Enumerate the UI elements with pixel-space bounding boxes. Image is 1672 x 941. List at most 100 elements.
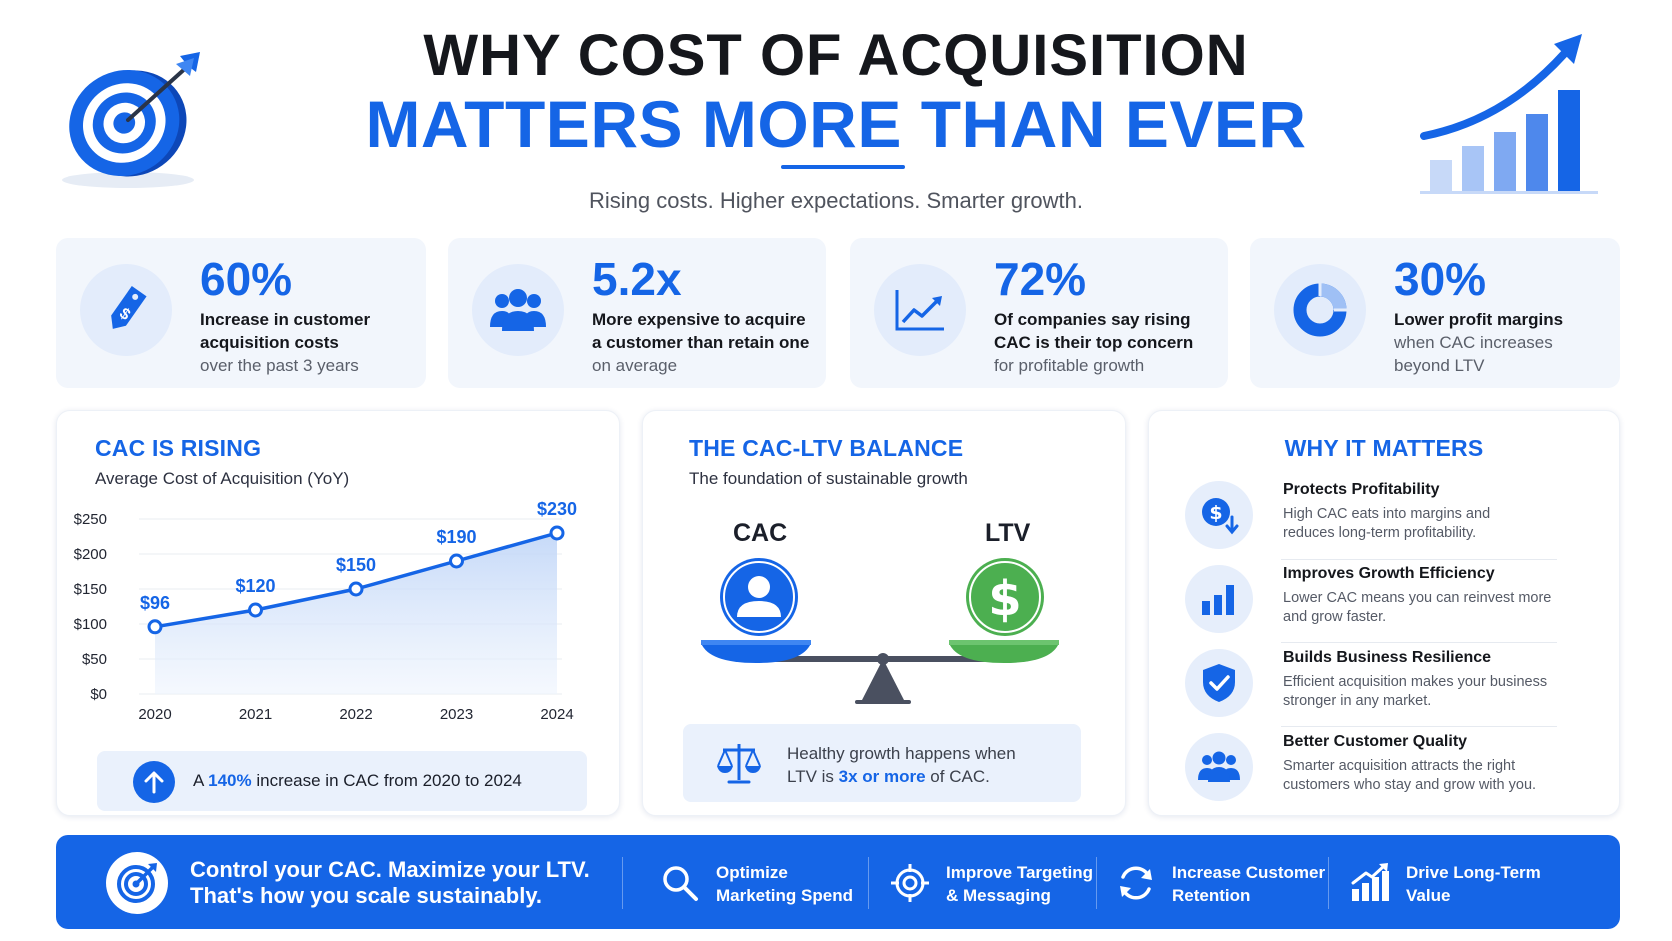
trend-chart-icon — [874, 264, 966, 356]
banner-item-text: Optimize Marketing Spend — [716, 861, 853, 907]
why-desc-line: stronger in any market. — [1283, 693, 1432, 709]
banner-item-line: Value — [1406, 886, 1451, 905]
why-desc-line: reduces long-term profitability. — [1283, 525, 1477, 541]
stat-card-cac-increase: $ 60% Increase in customer acquisition c… — [56, 238, 426, 388]
arrow-up-icon — [133, 761, 175, 803]
stat-card-top-concern: 72% Of companies say rising CAC is their… — [850, 238, 1228, 388]
why-item-title: Builds Business Resilience — [1283, 649, 1492, 666]
balance-scale-illustration: $ — [701, 558, 1059, 704]
x-tick-label: 2023 — [440, 706, 473, 723]
cac-line-chart: $0 $50 $100 $150 $200 $250 $96 2020 $120 2021 $15… — [74, 499, 577, 723]
banner-tagline: Control your CAC. Maximize your LTV. Tha… — [190, 857, 590, 909]
banner-item-line: Marketing Spend — [716, 886, 853, 905]
callout-text: A 140% increase in CAC from 2020 to 2024 — [193, 771, 522, 791]
stat-note: beyond LTV — [1394, 356, 1485, 375]
cac-label: CAC — [733, 519, 788, 547]
why-desc-line: customers who stay and grow with you. — [1283, 777, 1537, 793]
bottom-banner: Control your CAC. Maximize your LTV. Tha… — [56, 835, 1620, 929]
stat-value: 30% — [1394, 253, 1487, 305]
stat-label: More expensive to acquire — [592, 310, 806, 329]
panel-title: WHY IT MATTERS — [1284, 435, 1484, 461]
title-line-2: MATTERS MORE THAN EVER — [365, 87, 1307, 161]
why-item-customer-quality: Better Customer Quality Smarter acquisit… — [1185, 729, 1557, 807]
why-item-title: Better Customer Quality — [1283, 733, 1468, 750]
target-arrow-icon — [58, 44, 208, 194]
callout-suffix: increase in CAC from 2020 to 2024 — [251, 771, 522, 790]
stat-label: Lower profit margins — [1394, 310, 1564, 329]
banner-item-line: Improve Targeting — [946, 863, 1094, 882]
why-item-desc: Lower CAC means you can reinvest more an… — [1283, 589, 1551, 627]
y-tick-label: $0 — [90, 686, 107, 703]
why-desc-line: Smarter acquisition attracts the right — [1283, 758, 1516, 774]
cac-increase-callout: A 140% increase in CAC from 2020 to 2024 — [97, 751, 587, 811]
why-desc-line: High CAC eats into margins and — [1283, 506, 1491, 522]
panel-title: THE CAC-LTV BALANCE — [689, 435, 964, 461]
stat-note: for profitable growth — [994, 356, 1145, 375]
panel-subtitle: The foundation of sustainable growth — [689, 469, 968, 488]
why-item-growth-efficiency: Improves Growth Efficiency Lower CAC mea… — [1185, 561, 1557, 639]
chart-data-label: $120 — [235, 576, 275, 596]
why-item-desc: Smarter acquisition attracts the right c… — [1283, 757, 1536, 795]
banner-line-1: Control your CAC. Maximize your LTV. — [190, 857, 590, 882]
banner-divider — [868, 857, 869, 909]
x-tick-label: 2021 — [239, 706, 272, 723]
title-line-1: WHY COST OF ACQUISITION — [423, 23, 1249, 88]
callout-prefix: A — [193, 771, 209, 790]
divider — [1281, 642, 1557, 643]
why-item-title: Improves Growth Efficiency — [1283, 565, 1495, 582]
banner-item-targeting: Improve Targeting & Messaging — [890, 859, 1100, 909]
search-icon — [660, 863, 700, 903]
why-item-title: Protects Profitability — [1283, 481, 1440, 498]
note-prefix: LTV is — [787, 767, 839, 786]
stat-label: CAC is their top concern — [994, 333, 1194, 352]
chart-point — [449, 553, 464, 569]
y-tick-label: $150 — [74, 581, 107, 598]
price-tag-icon: $ — [80, 264, 172, 356]
target-icon — [106, 852, 168, 914]
y-tick-label: $200 — [74, 546, 107, 563]
banner-item-optimize: Optimize Marketing Spend — [660, 859, 860, 909]
chart-area-fill — [155, 533, 557, 694]
chart-point — [248, 602, 263, 618]
banner-item-text: Drive Long-Term Value — [1406, 861, 1541, 907]
title-underline — [781, 165, 905, 169]
note-line-1: Healthy growth happens when — [787, 744, 1016, 763]
why-desc-line: and grow faster. — [1283, 609, 1387, 625]
banner-item-line: Retention — [1172, 886, 1251, 905]
banner-item-line: Drive Long-Term — [1406, 863, 1541, 882]
divider — [1281, 726, 1557, 727]
panel-title: CAC IS RISING — [95, 435, 262, 461]
shield-check-icon — [1185, 649, 1253, 717]
growth-chart-illustration-icon — [1414, 30, 1614, 195]
stat-value: 60% — [200, 253, 293, 305]
note-highlight: 3x or more — [838, 767, 926, 786]
chart-data-label: $150 — [336, 555, 376, 575]
stat-note: over the past 3 years — [200, 356, 359, 375]
stat-value: 72% — [994, 253, 1087, 305]
stat-card-profit-margins: 30% Lower profit margins when CAC increa… — [1250, 238, 1620, 388]
refresh-icon — [1116, 863, 1156, 903]
chart-point — [549, 525, 565, 541]
callout-highlight: 140% — [208, 771, 252, 790]
stat-value: 5.2x — [592, 253, 682, 305]
why-it-matters-panel: WHY IT MATTERS $ Protects Profitability … — [1148, 410, 1620, 816]
banner-item-line: & Messaging — [946, 886, 1051, 905]
healthy-growth-note: Healthy growth happens when LTV is 3x or… — [683, 724, 1081, 802]
chart-data-label: $96 — [140, 593, 170, 613]
group-icon — [1185, 733, 1253, 801]
x-tick-label: 2022 — [339, 706, 372, 723]
note-suffix: of CAC. — [925, 767, 990, 786]
x-tick-label: 2020 — [138, 706, 171, 723]
why-desc-line: Efficient acquisition makes your busines… — [1283, 674, 1548, 690]
dollar-icon: $ — [988, 571, 1021, 627]
y-tick-label: $100 — [74, 616, 107, 633]
stat-card-acquire-vs-retain: 5.2x More expensive to acquire a custome… — [448, 238, 826, 388]
users-icon — [472, 264, 564, 356]
banner-divider — [1096, 857, 1097, 909]
chart-point — [147, 619, 163, 635]
dollar-down-icon: $ — [1185, 481, 1253, 549]
note-text: Healthy growth happens when LTV is 3x or… — [787, 742, 1016, 788]
growth-chart-icon — [1350, 863, 1390, 903]
note-line-2: LTV is 3x or more of CAC. — [787, 765, 1016, 788]
page-subtitle: Rising costs. Higher expectations. Smart… — [589, 188, 1083, 213]
